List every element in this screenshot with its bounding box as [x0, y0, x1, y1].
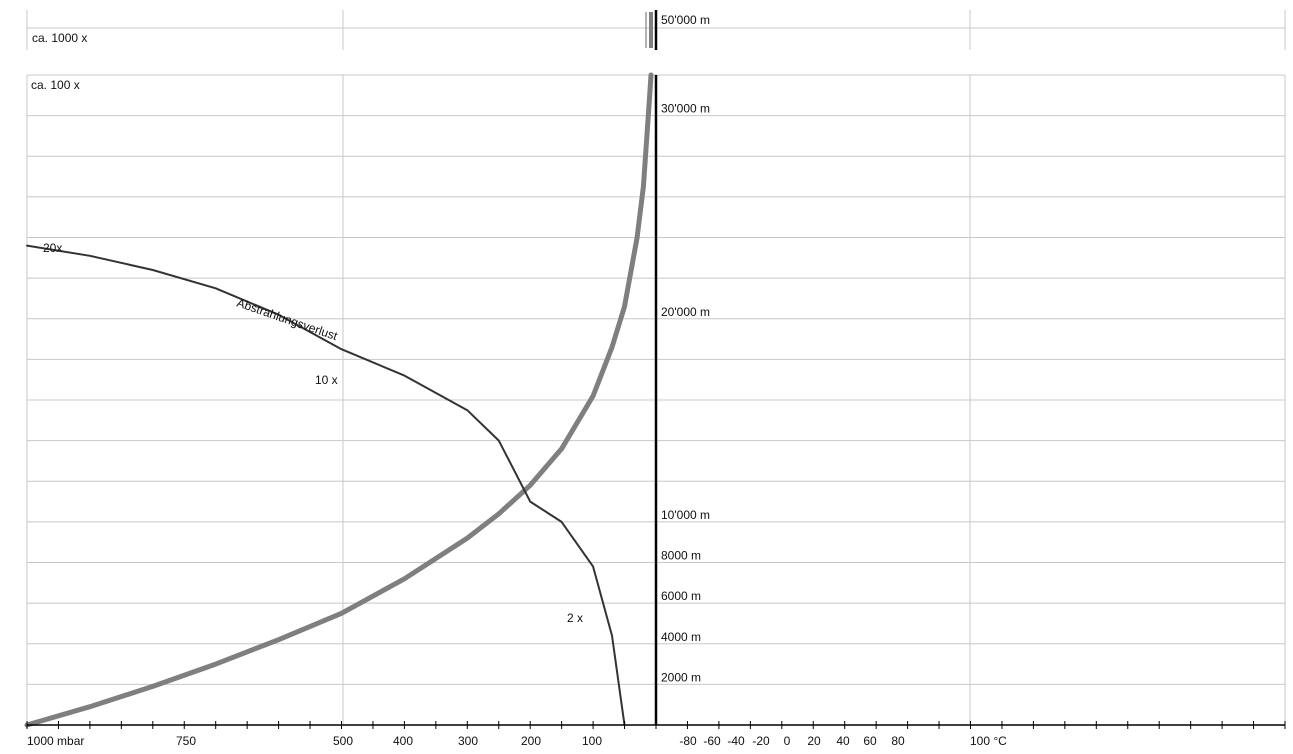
altitude-label-8000: 8000 m: [661, 549, 701, 563]
altitude-label-20000: 20'000 m: [661, 305, 710, 319]
altitude-label-4000: 4000 m: [661, 630, 701, 644]
temperature-tick-label-100: 100 °C: [970, 734, 1007, 748]
temperature-tick-label-minus40: -40: [727, 734, 745, 748]
ratio-label-20x: 20x: [43, 241, 62, 255]
ratio-label-2x: 2 x: [567, 611, 583, 625]
series-temperature-line: [26, 244, 626, 726]
altitude-label-10000: 10'000 m: [661, 508, 710, 522]
pressure-tick-label-300: 300: [458, 734, 478, 748]
temperature-tick-label-80: 80: [891, 734, 905, 748]
ratio-label-10x: 10 x: [315, 373, 338, 387]
axes: [27, 10, 1285, 726]
temperature-tick-label-20: 20: [807, 734, 821, 748]
series-pressure-line: [24, 72, 654, 728]
band-label-lower: ca. 100 x: [31, 78, 80, 92]
band-label-upper: ca. 1000 x: [32, 31, 87, 45]
altitude-label-6000: 6000 m: [661, 589, 701, 603]
temperature-tick-label-40: 40: [836, 734, 850, 748]
temperature-tick-label-minus60: -60: [703, 734, 721, 748]
series-group: [24, 12, 654, 728]
pressure-tick-label-200: 200: [521, 734, 541, 748]
x-axis-ticks: [26, 721, 1286, 729]
temperature-tick-label-minus20: -20: [752, 734, 770, 748]
pressure-tick-label-500: 500: [333, 734, 353, 748]
temperature-tick-label-0: 0: [784, 734, 791, 748]
pressure-tick-label-100: 100: [582, 734, 602, 748]
altitude-label-50000: 50'000 m: [661, 13, 710, 27]
pressure-tick-label-1000: 1000 mbar: [27, 734, 84, 748]
curve-annotation-abstrahlungsverlust: Abstrahlungsverlust: [235, 296, 340, 344]
altitude-label-2000: 2000 m: [661, 670, 701, 684]
pressure-tick-label-400: 400: [393, 734, 413, 748]
pressure-tick-label-750: 750: [176, 734, 196, 748]
temperature-tick-label-minus80: -80: [679, 734, 697, 748]
altitude-label-30000: 30'000 m: [661, 102, 710, 116]
temperature-tick-label-60: 60: [863, 734, 877, 748]
